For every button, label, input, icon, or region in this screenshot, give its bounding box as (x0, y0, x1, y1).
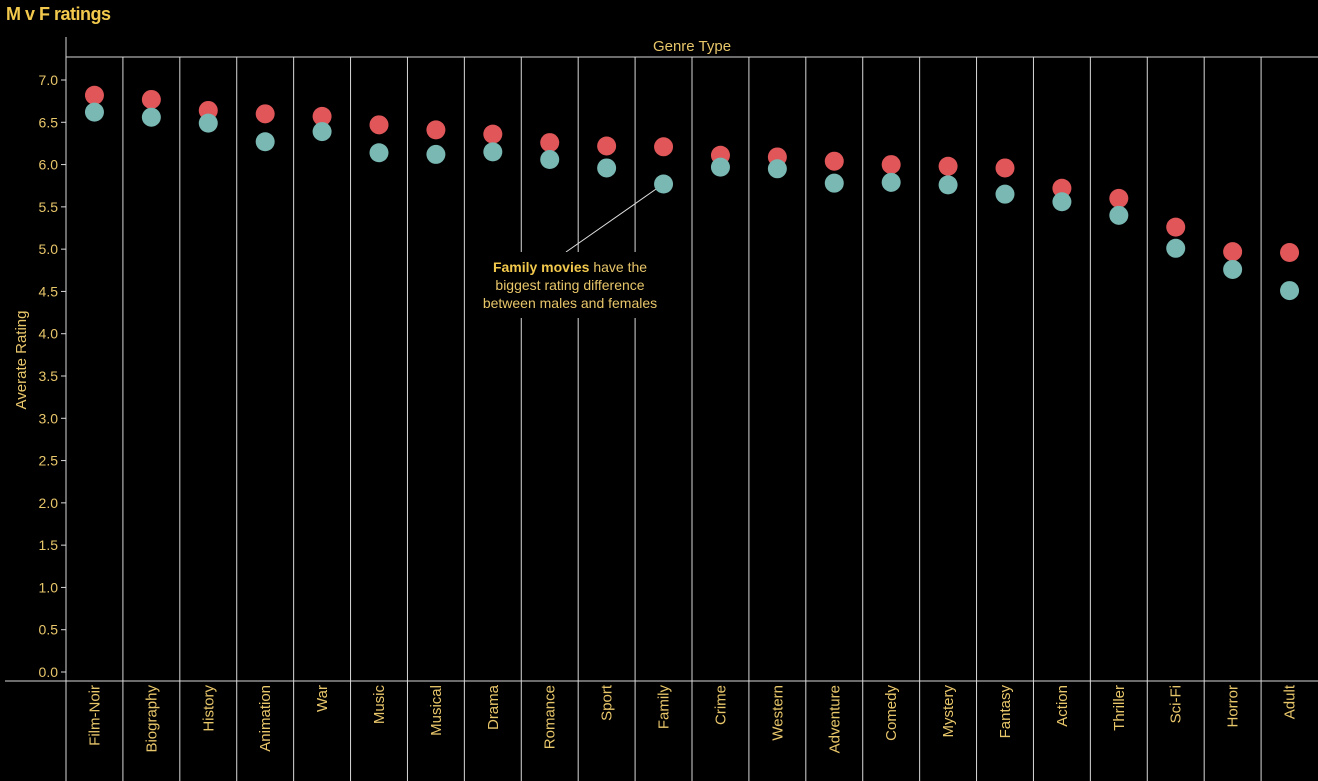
x-category-label: Music (371, 685, 388, 725)
y-tick-label: 6.0 (39, 157, 59, 173)
x-category-label: Adventure (826, 685, 843, 753)
point-series-1 (1223, 242, 1243, 262)
y-tick-label: 5.0 (39, 241, 59, 257)
y-tick-label: 3.5 (39, 368, 59, 384)
point-series-1 (881, 155, 901, 175)
x-category-label: Drama (485, 684, 502, 730)
y-tick-label: 2.0 (39, 495, 59, 511)
x-category-label: Western (769, 685, 786, 741)
x-category-label: Family (656, 685, 673, 730)
point-series-2 (369, 143, 389, 163)
y-tick-label: 2.5 (39, 453, 59, 469)
point-series-1 (369, 115, 389, 135)
point-series-2 (1223, 259, 1243, 279)
x-category-label: Comedy (883, 685, 900, 741)
x-category-label: Musical (428, 685, 445, 736)
y-tick-label: 3.0 (39, 410, 59, 426)
x-category-label: Crime (712, 685, 729, 725)
point-series-1 (1109, 188, 1129, 208)
y-tick-label: 4.5 (39, 283, 59, 299)
point-series-2 (84, 102, 104, 122)
point-series-2 (767, 159, 787, 179)
y-tick-label: 0.0 (39, 664, 59, 680)
point-series-2 (597, 158, 617, 178)
point-series-1 (597, 136, 617, 156)
y-tick-label: 4.0 (39, 326, 59, 342)
point-series-1 (1052, 178, 1072, 198)
point-series-1 (483, 124, 503, 144)
point-series-2 (824, 173, 844, 193)
point-series-2 (426, 144, 446, 164)
point-series-2 (540, 149, 560, 169)
point-series-2 (312, 122, 332, 142)
x-category-label: Mystery (940, 685, 957, 738)
point-series-1 (938, 156, 958, 176)
x-category-label: War (314, 685, 331, 712)
x-category-label: Film-Noir (86, 685, 103, 746)
point-series-1 (141, 89, 161, 109)
point-series-2 (1109, 205, 1129, 225)
point-series-2 (654, 174, 674, 194)
point-series-1 (426, 120, 446, 140)
y-tick-label: 7.0 (39, 72, 59, 88)
chart-title: M v F ratings (6, 4, 111, 24)
point-series-2 (1280, 281, 1300, 301)
x-category-label: History (200, 685, 217, 732)
y-tick-label: 5.5 (39, 199, 59, 215)
point-series-1 (1166, 217, 1186, 237)
point-series-2 (141, 107, 161, 127)
y-tick-label: 1.0 (39, 579, 59, 595)
x-category-label: Horror (1225, 685, 1242, 728)
annotation-text: have the biggest rating difference betwe… (482, 259, 658, 311)
point-series-2 (1166, 238, 1186, 258)
x-category-label: Sci-Fi (1168, 685, 1185, 723)
point-series-2 (710, 157, 730, 177)
point-series-2 (881, 172, 901, 192)
x-category-label: Biography (143, 685, 160, 753)
x-category-label: Fantasy (997, 685, 1014, 739)
point-series-1 (255, 104, 275, 124)
point-series-1 (312, 106, 332, 126)
y-tick-label: 1.5 (39, 537, 59, 553)
point-series-2 (483, 142, 503, 162)
point-series-1 (824, 151, 844, 171)
x-category-label: Romance (542, 685, 559, 749)
x-category-label: Sport (599, 684, 616, 721)
x-axis-title: Genre Type (653, 38, 731, 55)
point-series-2 (255, 132, 275, 152)
point-series-1 (1280, 243, 1300, 263)
y-tick-label: 6.5 (39, 114, 59, 130)
x-category-label: Thriller (1111, 685, 1128, 731)
point-series-1 (995, 158, 1015, 178)
x-category-label: Animation (257, 685, 274, 752)
y-axis-title: Averate Rating (13, 311, 30, 410)
annotation-leader (565, 187, 658, 253)
annotation-box: Family movies have the biggest rating di… (474, 252, 666, 318)
point-series-1 (654, 137, 674, 157)
point-series-2 (938, 175, 958, 195)
x-category-label: Adult (1282, 684, 1299, 719)
annotation-bold: Family movies (492, 259, 590, 275)
point-series-2 (1052, 192, 1072, 212)
point-series-2 (198, 113, 218, 133)
point-series-2 (995, 184, 1015, 204)
x-category-label: Action (1054, 685, 1071, 727)
point-series-1 (540, 133, 560, 153)
point-series-1 (84, 85, 104, 105)
y-tick-label: 0.5 (39, 622, 59, 638)
